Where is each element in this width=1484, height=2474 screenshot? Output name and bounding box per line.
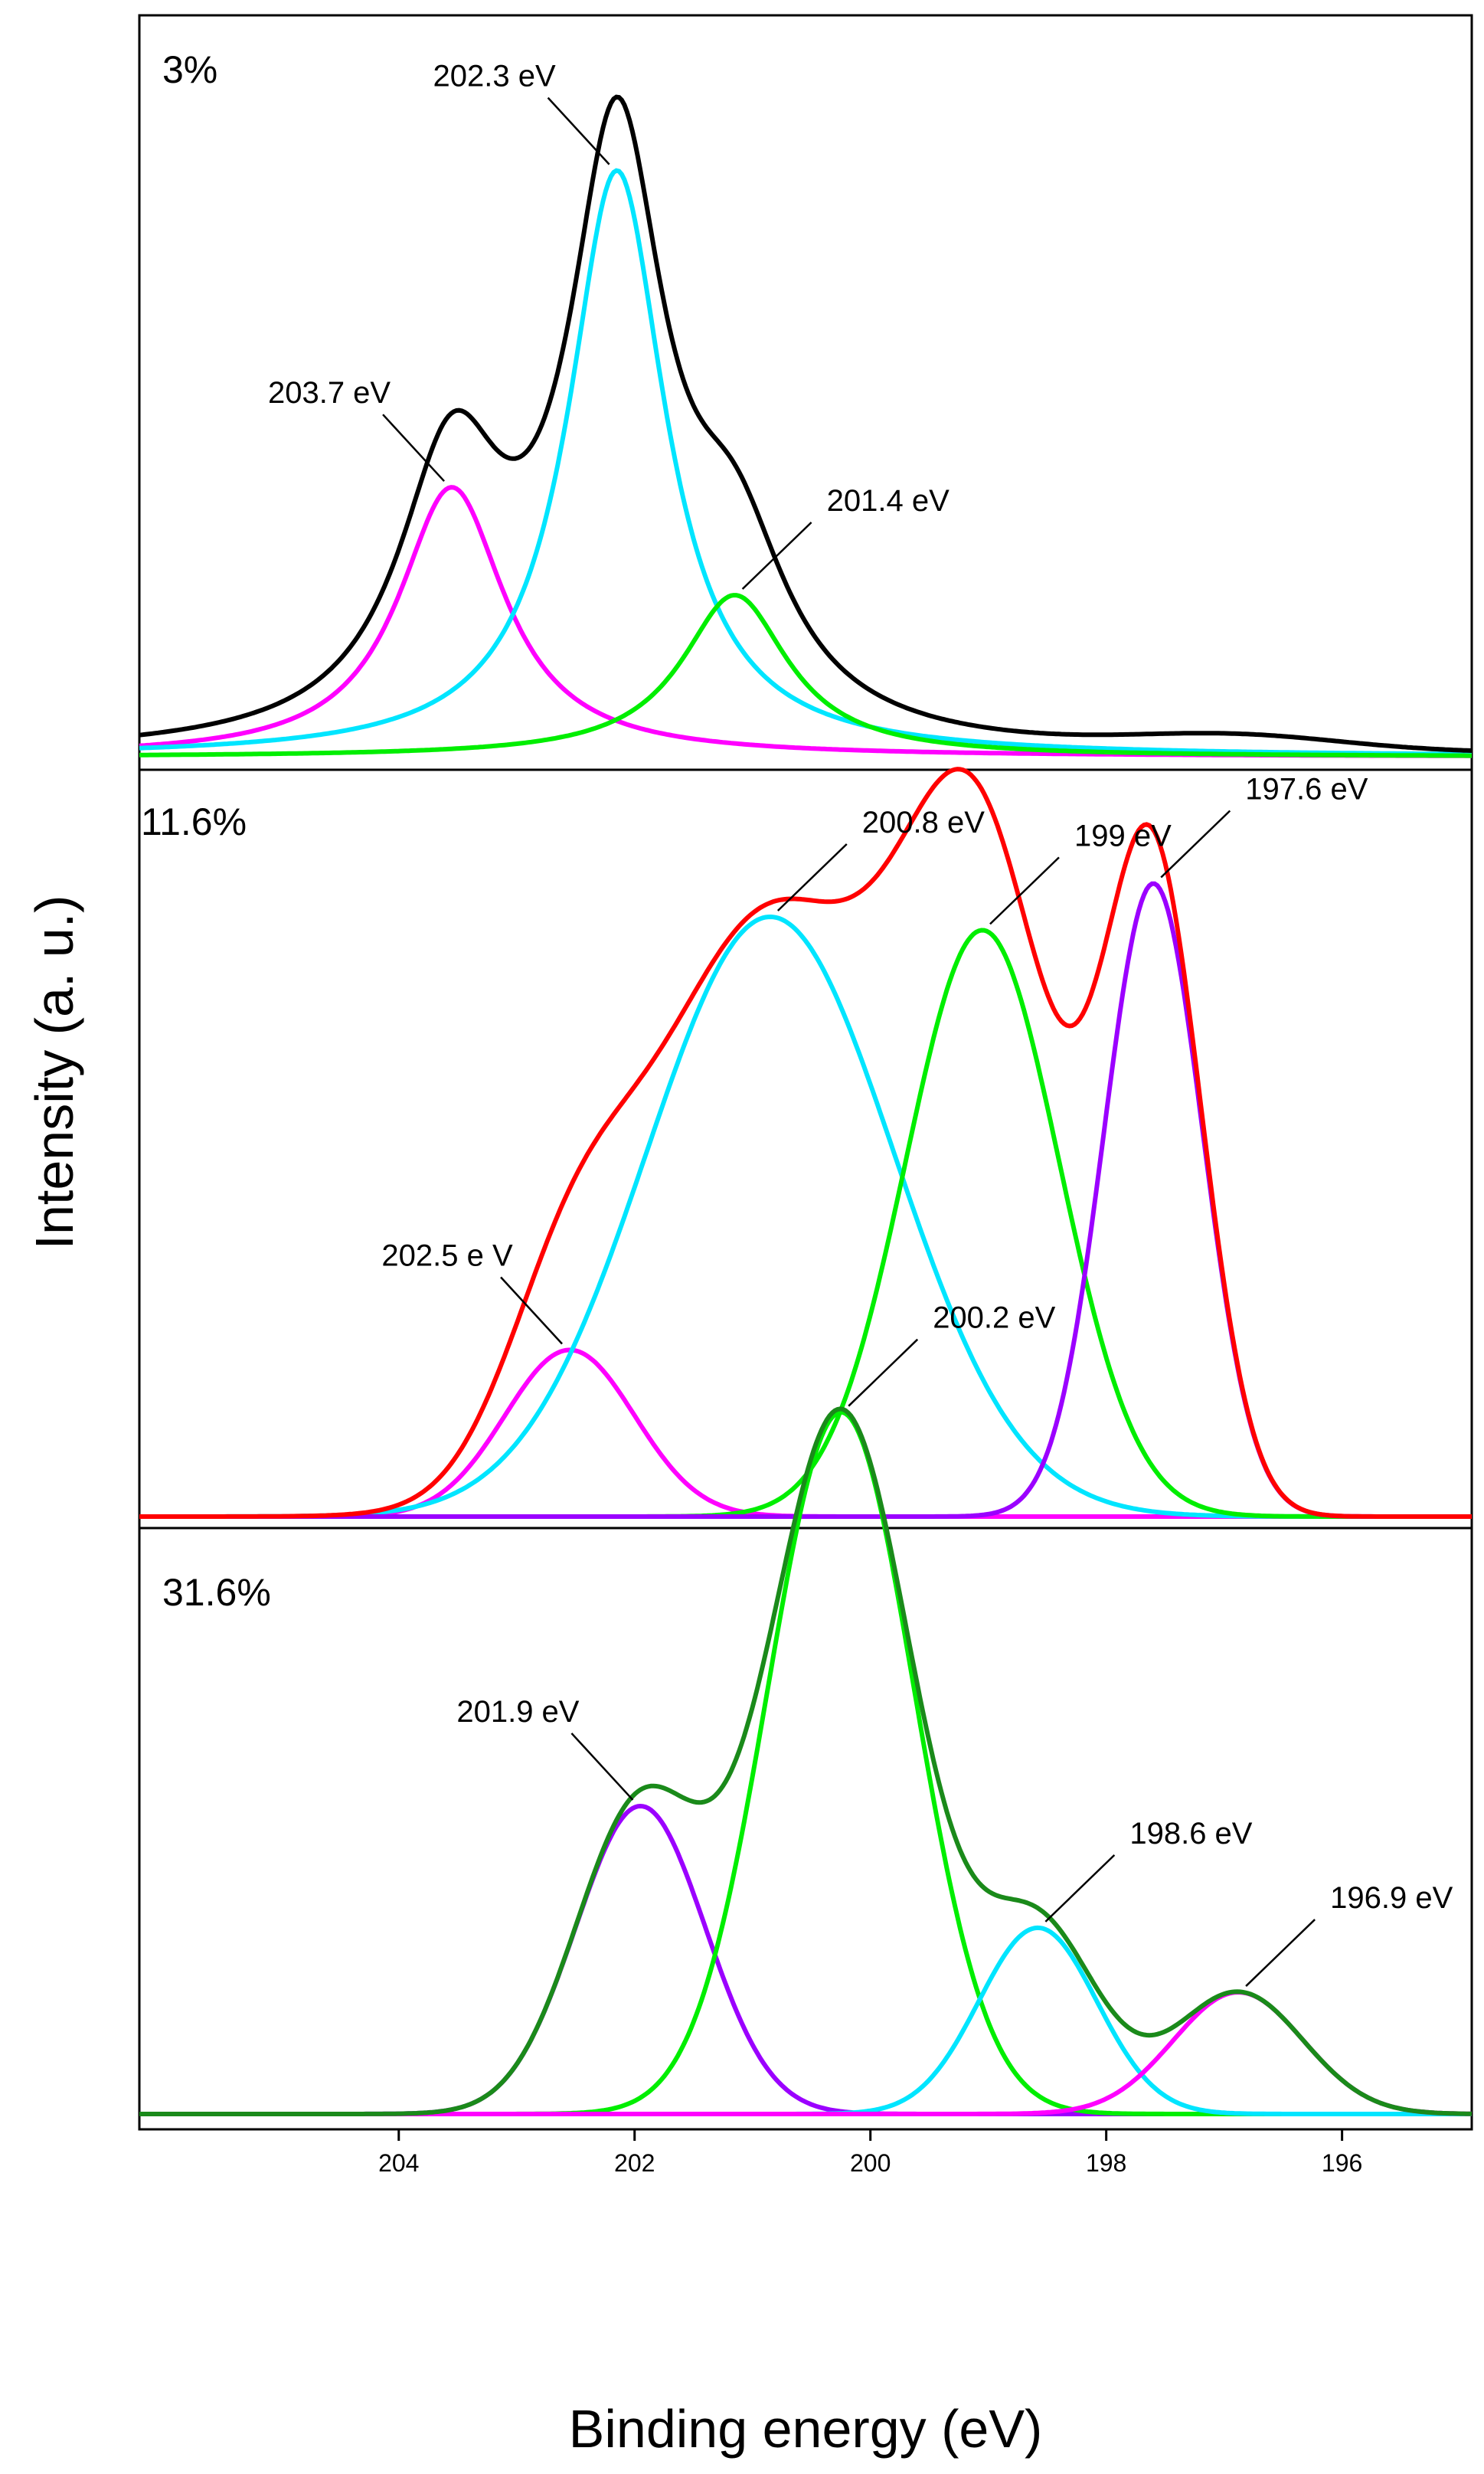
peak-label-0-0: 203.7 eV [268,376,391,410]
peak-curve-2-3 [139,1990,1473,2116]
annotation-arrow-2-3 [1245,1919,1316,1987]
x-tick-label-4: 196 [1322,2149,1362,2177]
peak-curve-2-2 [139,1925,1472,2116]
peak-curve-1-1 [139,914,1472,1519]
peak-curve-1-2 [139,928,1472,1519]
annotation-arrow-2-0 [570,1733,634,1801]
panel-label-11-6pct: 11.6% [141,800,247,843]
x-tick-label-2: 200 [850,2149,891,2177]
peak-label-1-2: 199 eV [1074,819,1172,852]
annotation-arrow-1-2 [989,856,1060,925]
envelope-curve-1 [139,767,1472,1519]
annotation-arrow-1-3 [1160,810,1231,879]
annotation-arrow-1-0 [500,1276,563,1345]
peak-label-2-3: 196.9 eV [1330,1881,1453,1915]
x-tick-label-0: 204 [378,2149,419,2177]
x-axis-title: Binding energy (eV) [569,2399,1043,2459]
annotation-arrow-2-1 [848,1338,919,1407]
annotation-arrow-0-2 [741,522,812,590]
panel-label-31-6pct: 31.6% [162,1571,271,1614]
peak-label-1-3: 197.6 eV [1245,773,1368,807]
peak-label-2-2: 198.6 eV [1129,1817,1252,1851]
peak-label-0-1: 202.3 eV [433,60,556,93]
annotation-arrow-2-2 [1044,1854,1116,1923]
x-tick-label-1: 202 [614,2149,655,2177]
annotation-arrow-0-0 [382,414,445,483]
annotation-arrow-0-1 [547,97,610,165]
annotations-layer: 203.7 eV 202.3 eV 201.4 eV 202.5 e V 200.8 e… [268,60,1453,1987]
peak-curve-0-2 [139,593,1472,758]
plot-frame [138,14,1473,2131]
x-tick-label-3: 198 [1086,2149,1126,2177]
peak-label-1-1: 200.8 eV [862,806,985,839]
peak-label-2-0: 201.9 eV [456,1695,579,1729]
curves-layer [139,94,1473,2116]
peak-curve-0-1 [139,168,1472,757]
y-axis-title: Intensity (a. u.) [25,895,84,1250]
peak-label-0-2: 201.4 eV [827,484,950,518]
x-axis-ticks: 204 202 200 198 196 [378,2129,1362,2177]
peak-curve-1-3 [139,881,1472,1519]
peak-label-2-1: 200.2 eV [933,1301,1055,1335]
panel-label-3pct: 3% [162,48,217,91]
peak-label-1-0: 202.5 e V [381,1239,513,1273]
envelope-curve-2 [139,1406,1473,2116]
envelope-curve-0 [139,94,1473,753]
annotation-arrow-1-1 [776,843,848,911]
